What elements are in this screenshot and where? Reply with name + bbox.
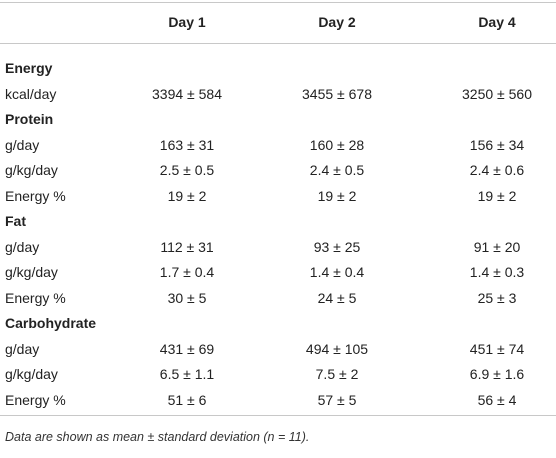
cell: 30 ± 5 bbox=[167, 289, 207, 306]
cell: 6.9 ± 1.6 bbox=[469, 366, 525, 382]
top-rule bbox=[0, 2, 556, 3]
cell: 1.4 ± 0.3 bbox=[469, 264, 525, 280]
cell: 25 ± 3 bbox=[477, 289, 517, 306]
cell: 156 ± 34 bbox=[469, 136, 525, 153]
cell: 56 ± 4 bbox=[477, 391, 517, 408]
cell: 1.7 ± 0.4 bbox=[159, 264, 215, 280]
cell: 3250 ± 560 bbox=[462, 85, 532, 102]
cell: 91 ± 20 bbox=[473, 238, 521, 255]
cell: 163 ± 31 bbox=[159, 136, 215, 153]
row-label: Energy % bbox=[5, 391, 66, 408]
row-label: Energy % bbox=[5, 289, 66, 306]
cell: 494 ± 105 bbox=[305, 340, 369, 357]
cell: 160 ± 28 bbox=[309, 136, 365, 153]
cell: 2.5 ± 0.5 bbox=[159, 162, 215, 178]
cell: 2.4 ± 0.6 bbox=[469, 162, 525, 178]
section-title: Protein bbox=[5, 111, 54, 127]
row-label: g/day bbox=[5, 340, 40, 357]
cell: 431 ± 69 bbox=[159, 340, 215, 357]
section-title: Carbohydrate bbox=[5, 315, 97, 331]
section-title: Energy bbox=[5, 60, 53, 76]
row-label: g/day bbox=[5, 238, 40, 255]
cell: 19 ± 2 bbox=[167, 187, 207, 204]
cell: 24 ± 5 bbox=[317, 289, 357, 306]
cell: 3394 ± 584 bbox=[152, 85, 222, 102]
row-label: Energy % bbox=[5, 187, 66, 204]
cell: 2.4 ± 0.5 bbox=[309, 162, 365, 178]
footnote: Data are shown as mean ± standard deviat… bbox=[5, 430, 310, 444]
header-rule bbox=[0, 43, 556, 44]
row-label: g/day bbox=[5, 136, 40, 153]
column-header: Day 1 bbox=[168, 14, 206, 30]
row-label: g/kg/day bbox=[5, 264, 58, 280]
cell: 51 ± 6 bbox=[167, 391, 207, 408]
cell: 57 ± 5 bbox=[317, 391, 357, 408]
row-label: g/kg/day bbox=[5, 162, 58, 178]
cell: 112 ± 31 bbox=[160, 238, 214, 255]
cell: 93 ± 25 bbox=[313, 238, 361, 255]
cell: 451 ± 74 bbox=[469, 340, 525, 357]
bottom-rule bbox=[0, 415, 556, 416]
cell: 19 ± 2 bbox=[477, 187, 517, 204]
column-header: Day 2 bbox=[318, 14, 356, 30]
row-label: kcal/day bbox=[5, 85, 57, 102]
cell: 7.5 ± 2 bbox=[315, 366, 359, 382]
column-header: Day 4 bbox=[478, 14, 516, 30]
row-label: g/kg/day bbox=[5, 366, 58, 382]
cell: 1.4 ± 0.4 bbox=[309, 264, 365, 280]
section-title: Fat bbox=[5, 213, 26, 229]
cell: 3455 ± 678 bbox=[302, 85, 372, 102]
cell: 19 ± 2 bbox=[317, 187, 357, 204]
cell: 6.5 ± 1.1 bbox=[159, 366, 215, 382]
